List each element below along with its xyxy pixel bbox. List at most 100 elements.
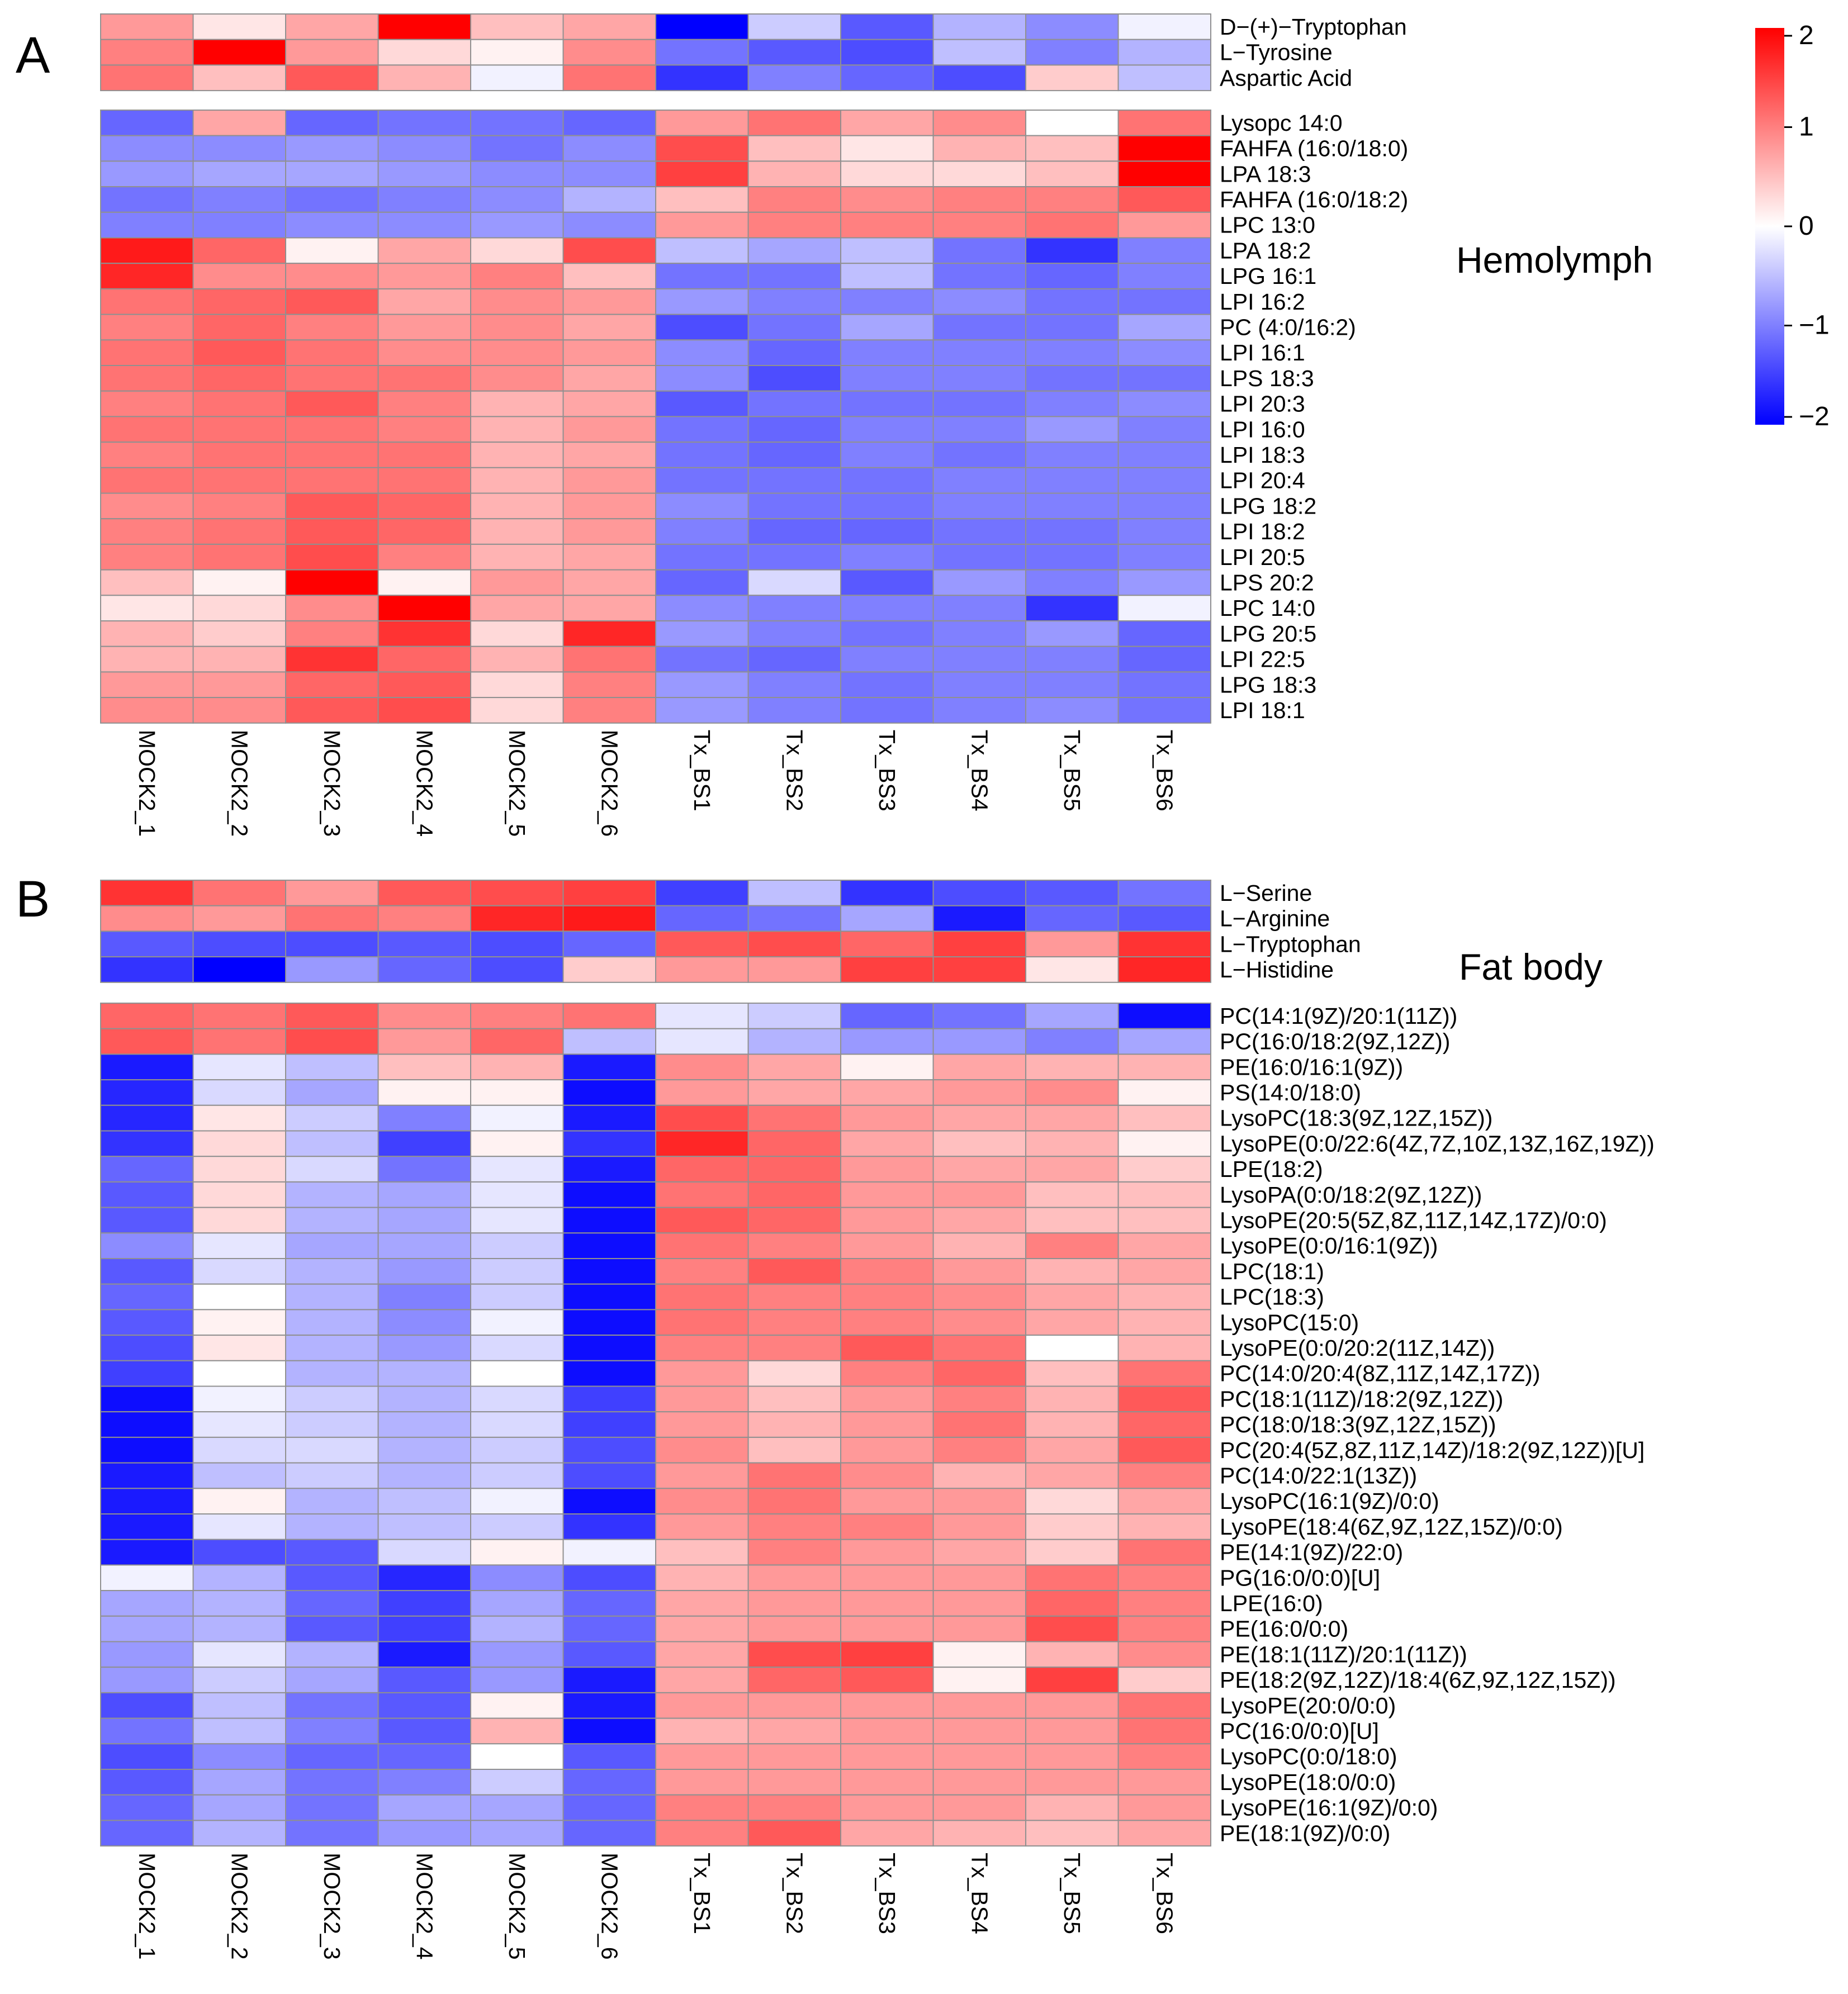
heatmap-cell xyxy=(655,135,749,162)
heatmap-cell xyxy=(100,1309,194,1336)
column-label: MOCK2_5 xyxy=(504,1853,530,1959)
heatmap-cell xyxy=(840,697,934,724)
column-label: Tx_BS3 xyxy=(874,1853,900,1934)
heatmap-cell xyxy=(192,1564,286,1592)
column-label: MOCK2_4 xyxy=(411,1853,437,1959)
heatmap-cell xyxy=(1025,645,1119,673)
heatmap-cell xyxy=(377,1641,471,1668)
heatmap-cell xyxy=(1025,569,1119,596)
heatmap-cell xyxy=(377,365,471,392)
heatmap-cell xyxy=(100,416,194,443)
row-label: L−Arginine xyxy=(1220,906,1330,932)
heatmap-cell xyxy=(100,1539,194,1566)
heatmap-cell xyxy=(377,1207,471,1234)
heatmap-cell xyxy=(655,1258,749,1285)
heatmap-cell xyxy=(747,1590,841,1617)
heatmap-cell xyxy=(655,237,749,264)
heatmap-cell xyxy=(562,1717,656,1745)
heatmap-cell xyxy=(562,1743,656,1770)
heatmap-cell xyxy=(932,1692,1026,1719)
heatmap-cell xyxy=(192,211,286,239)
heatmap-cell xyxy=(840,135,934,162)
heatmap-cell xyxy=(747,135,841,162)
row-label: PE(18:1(11Z)/20:1(11Z)) xyxy=(1220,1641,1467,1667)
heatmap-cell xyxy=(470,905,564,932)
heatmap-cell xyxy=(932,1309,1026,1336)
heatmap-cell xyxy=(840,1462,934,1489)
heatmap-cell xyxy=(562,416,656,443)
heatmap-cell xyxy=(1025,1309,1119,1336)
column-label: MOCK2_2 xyxy=(226,1853,252,1959)
row-label: LysoPE(20:5(5Z,8Z,11Z,14Z,17Z)/0:0) xyxy=(1220,1207,1607,1233)
heatmap-cell xyxy=(562,1003,656,1029)
heatmap-cell xyxy=(192,1207,286,1234)
heatmap-cell xyxy=(655,1436,749,1464)
heatmap-cell xyxy=(100,365,194,392)
heatmap-cell xyxy=(562,160,656,188)
heatmap-cell xyxy=(562,905,656,932)
heatmap-cell xyxy=(1025,135,1119,162)
column-label: MOCK2_1 xyxy=(134,1853,160,1959)
column-label: MOCK2_3 xyxy=(319,730,345,837)
row-label: LysoPE(0:0/20:2(11Z,14Z)) xyxy=(1220,1335,1495,1361)
heatmap-cell xyxy=(655,288,749,315)
heatmap-cell xyxy=(1117,1003,1211,1029)
heatmap-cell xyxy=(932,1360,1026,1387)
heatmap-cell xyxy=(470,1104,564,1132)
heatmap-cell xyxy=(1025,905,1119,932)
heatmap-cell xyxy=(747,1028,841,1055)
heatmap-cell xyxy=(655,671,749,699)
colorbar-tick-label: 1 xyxy=(1799,112,1814,142)
heatmap-cell xyxy=(285,1385,379,1413)
heatmap-cell xyxy=(747,1769,841,1796)
heatmap-cell xyxy=(1025,13,1119,40)
heatmap-cell xyxy=(655,1539,749,1566)
heatmap-cell xyxy=(932,1053,1026,1081)
heatmap-cell xyxy=(377,1028,471,1055)
heatmap-cell xyxy=(747,1181,841,1208)
heatmap-cell xyxy=(1117,1079,1211,1106)
heatmap-cell xyxy=(192,1692,286,1719)
heatmap-cell xyxy=(840,160,934,188)
heatmap-cell xyxy=(470,467,564,494)
heatmap-cell xyxy=(285,1641,379,1668)
heatmap-cell xyxy=(562,1104,656,1132)
heatmap-cell xyxy=(377,518,471,545)
heatmap-cell xyxy=(655,1283,749,1311)
heatmap-cell xyxy=(1117,1258,1211,1285)
heatmap-cell xyxy=(840,1794,934,1821)
heatmap-cell xyxy=(192,1385,286,1413)
heatmap-cell xyxy=(285,1692,379,1719)
heatmap-cell xyxy=(192,441,286,468)
heatmap-cell xyxy=(192,1411,286,1438)
heatmap-cell xyxy=(932,135,1026,162)
row-label: LysoPC(15:0) xyxy=(1220,1309,1359,1335)
heatmap-cell xyxy=(840,905,934,932)
row-label: LPA 18:3 xyxy=(1220,161,1311,187)
heatmap-cell xyxy=(747,1130,841,1157)
heatmap-cell xyxy=(1025,956,1119,983)
heatmap-cell xyxy=(192,492,286,520)
heatmap-cell xyxy=(100,1513,194,1540)
heatmap-cell xyxy=(1025,1436,1119,1464)
heatmap-cell xyxy=(285,288,379,315)
heatmap-cell xyxy=(655,1053,749,1081)
heatmap-cell xyxy=(655,365,749,392)
heatmap-cell xyxy=(192,1590,286,1617)
row-label: PE(14:1(9Z)/22:0) xyxy=(1220,1540,1403,1565)
heatmap-cell xyxy=(192,13,286,40)
heatmap-cell xyxy=(192,671,286,699)
heatmap-cell xyxy=(562,930,656,958)
heatmap-cell xyxy=(285,1360,379,1387)
heatmap-cell xyxy=(747,1411,841,1438)
heatmap-cell xyxy=(100,569,194,596)
heatmap-cell xyxy=(100,1181,194,1208)
heatmap-cell xyxy=(655,1667,749,1693)
heatmap-cell xyxy=(932,1130,1026,1157)
heatmap-cell xyxy=(1117,1769,1211,1796)
heatmap-cell xyxy=(840,930,934,958)
heatmap-cell xyxy=(285,416,379,443)
heatmap-cell xyxy=(562,288,656,315)
heatmap-cell xyxy=(932,1335,1026,1361)
heatmap-cell xyxy=(192,186,286,213)
